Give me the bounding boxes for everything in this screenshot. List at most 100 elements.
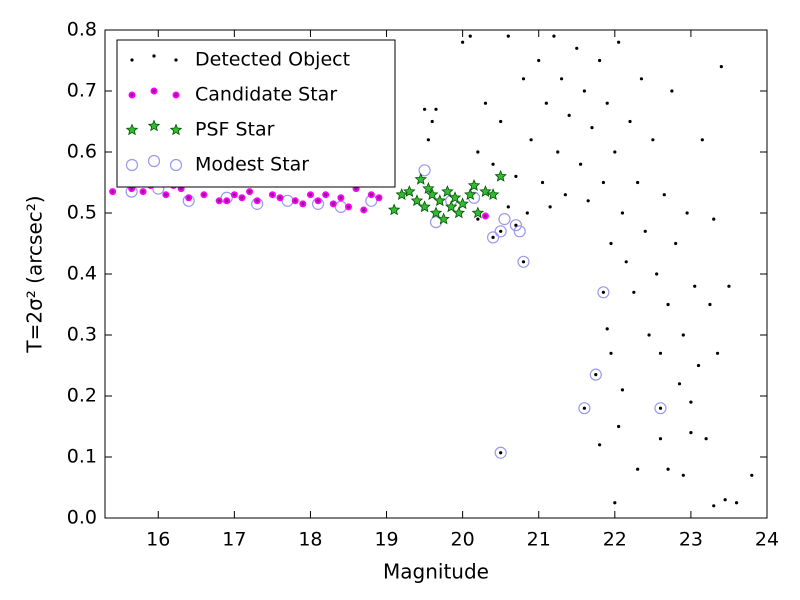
legend-marker — [150, 87, 158, 95]
point — [410, 194, 424, 207]
point — [329, 200, 337, 208]
point — [597, 58, 602, 63]
point — [422, 107, 427, 111]
point — [586, 199, 590, 203]
point — [425, 188, 439, 200]
point — [670, 89, 674, 93]
point — [719, 65, 723, 69]
plot-frame — [104, 29, 768, 519]
x-tick-label: 20 — [451, 529, 475, 551]
point — [537, 58, 541, 63]
point — [430, 119, 434, 124]
legend-text: Modest Star — [195, 154, 309, 176]
point — [617, 424, 621, 429]
point — [185, 194, 193, 202]
legend-marker — [172, 91, 180, 99]
point — [230, 191, 238, 199]
point — [647, 333, 651, 337]
point — [552, 34, 556, 38]
x-axis-label: Magnitude — [383, 560, 489, 584]
point — [582, 406, 586, 410]
point — [513, 225, 526, 238]
y-tick-label: 0.3 — [67, 324, 97, 346]
point — [578, 402, 591, 415]
y-axis-label: T=2σ² (arcsec²) — [23, 195, 47, 353]
point — [461, 40, 465, 44]
point — [223, 197, 231, 205]
x-tick-label: 17 — [222, 529, 246, 551]
point — [422, 182, 435, 194]
point — [677, 382, 682, 386]
point — [418, 164, 431, 177]
point — [253, 197, 261, 205]
point — [700, 138, 704, 142]
point — [529, 138, 533, 142]
point — [666, 302, 670, 307]
point — [414, 172, 428, 185]
point — [609, 241, 613, 246]
point — [613, 501, 617, 505]
point — [658, 406, 663, 410]
point — [674, 241, 678, 246]
point — [597, 443, 602, 447]
point — [639, 77, 644, 81]
point — [582, 89, 586, 93]
point — [689, 431, 693, 435]
point — [506, 205, 510, 209]
point — [628, 119, 632, 124]
point — [306, 191, 314, 199]
point — [499, 451, 503, 455]
point — [624, 260, 628, 264]
legend-marker — [147, 119, 161, 132]
point — [605, 327, 609, 331]
point — [375, 194, 383, 202]
point — [344, 203, 352, 211]
point — [559, 77, 564, 81]
point — [387, 203, 401, 216]
point — [689, 400, 693, 404]
legend-text: PSF Star — [195, 119, 275, 141]
point — [238, 194, 246, 202]
point — [509, 219, 522, 232]
legend-text: Detected Object — [195, 49, 350, 71]
legend-text: Candidate Star — [195, 84, 337, 106]
point — [620, 388, 625, 392]
x-tick-label: 22 — [603, 529, 627, 551]
point — [651, 138, 655, 142]
point — [662, 193, 666, 197]
point — [491, 162, 495, 166]
y-tick-label: 0.7 — [67, 80, 97, 102]
point — [601, 180, 606, 185]
point — [429, 206, 443, 219]
legend-marker — [130, 58, 134, 62]
point — [494, 225, 507, 238]
y-tick-label: 0.5 — [67, 202, 97, 224]
x-tick-label: 21 — [527, 529, 551, 551]
legend-marker — [169, 123, 183, 136]
point — [544, 101, 548, 105]
point — [712, 504, 716, 508]
point — [464, 188, 477, 200]
point — [483, 101, 488, 105]
point — [426, 138, 430, 142]
point — [605, 101, 609, 105]
point — [655, 272, 659, 276]
point — [632, 290, 636, 294]
point — [468, 34, 472, 38]
point — [109, 188, 117, 196]
legend-marker — [125, 123, 139, 136]
y-tick-label: 0.1 — [67, 446, 97, 468]
point — [268, 191, 276, 199]
point — [715, 351, 720, 355]
point — [601, 290, 606, 294]
point — [200, 191, 208, 199]
legend-box — [116, 39, 396, 188]
point — [433, 194, 447, 207]
point — [395, 188, 408, 200]
point — [575, 46, 579, 50]
point — [476, 217, 480, 221]
point — [498, 213, 511, 226]
point — [540, 180, 545, 185]
point — [681, 333, 685, 337]
